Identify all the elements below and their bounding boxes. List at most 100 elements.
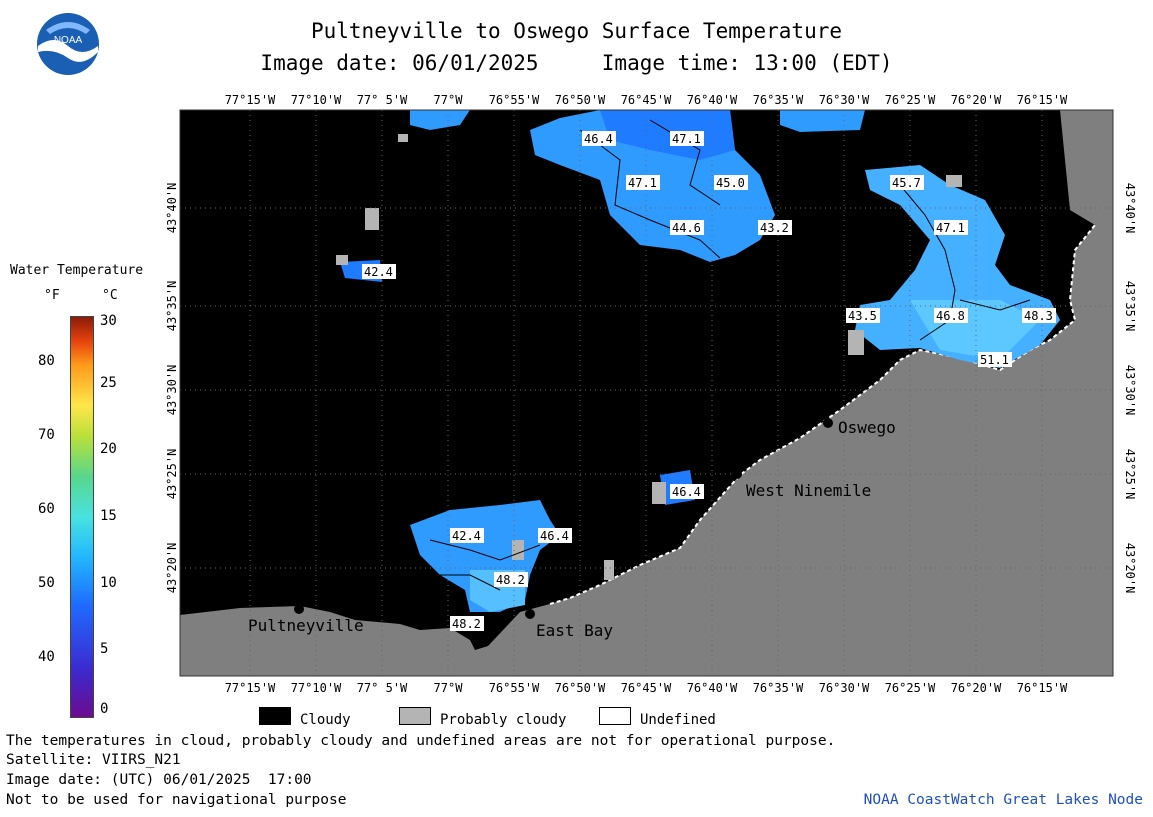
temp-label: 47.1: [936, 221, 965, 235]
svg-text:43°40'N: 43°40'N: [1123, 183, 1137, 234]
svg-text:76°25'W: 76°25'W: [885, 681, 936, 695]
place-label-oswego: Oswego: [838, 418, 896, 437]
svg-text:77°10'W: 77°10'W: [291, 93, 342, 107]
c-tick: 30: [100, 313, 117, 329]
f-tick: 40: [38, 649, 55, 665]
temp-label: 42.4: [452, 529, 481, 543]
temperature-colorbar: [70, 316, 94, 718]
temp-label: 47.1: [672, 132, 701, 146]
svg-text:76°55'W: 76°55'W: [489, 93, 540, 107]
c-tick: 10: [100, 575, 117, 591]
svg-text:77°15'W: 77°15'W: [225, 681, 276, 695]
svg-text:76°40'W: 76°40'W: [687, 681, 738, 695]
coastline: [549, 224, 1096, 605]
c-tick: 15: [100, 508, 117, 524]
probably-cloudy-swatch: [399, 707, 431, 725]
cloudy-swatch: [259, 707, 291, 725]
svg-text:76°30'W: 76°30'W: [819, 93, 870, 107]
svg-text:43°35'N: 43°35'N: [165, 281, 179, 332]
svg-text:43°30'N: 43°30'N: [1123, 365, 1137, 416]
svg-text:43°25'N: 43°25'N: [1123, 449, 1137, 500]
svg-text:77°10'W: 77°10'W: [291, 681, 342, 695]
temp-label: 44.6: [672, 221, 701, 235]
svg-text:43°20'N: 43°20'N: [1123, 543, 1137, 594]
svg-text:77° 5'W: 77° 5'W: [357, 681, 408, 695]
image-date-line: Image date: 06/01/2025 Image time: 13:00…: [260, 51, 893, 75]
temp-patch-north-edge: [600, 110, 735, 160]
footer-disclaimer: The temperatures in cloud, probably clou…: [6, 733, 836, 749]
temp-label: 43.5: [848, 309, 877, 323]
lat-labels-left: 43°40'N 43°35'N 43°30'N 43°25'N 43°20'N: [165, 183, 179, 594]
temperature-labels: 46.4 47.1 47.1 45.0 44.6 43.2 45.7 47.1 …: [362, 131, 1056, 631]
c-tick: 0: [100, 701, 109, 717]
place-label-east-bay: East Bay: [536, 621, 613, 640]
logo-text: NOAA: [54, 35, 83, 46]
temp-patch-ne-small: [780, 110, 865, 132]
temp-label: 48.3: [1024, 309, 1053, 323]
unit-fahrenheit: °F: [44, 288, 60, 303]
f-tick: 60: [38, 501, 55, 517]
temp-patch-nw: [410, 110, 470, 130]
place-label-pultneyville: Pultneyville: [248, 616, 364, 635]
svg-text:76°45'W: 76°45'W: [621, 93, 672, 107]
svg-text:43°25'N: 43°25'N: [165, 449, 179, 500]
town-markers: [294, 418, 833, 619]
temp-label: 46.4: [584, 132, 613, 146]
footer-credit: NOAA CoastWatch Great Lakes Node: [863, 792, 1143, 808]
map-frame: [179, 109, 1114, 677]
temp-label: 45.0: [716, 176, 745, 190]
svg-text:43°35'N: 43°35'N: [1123, 281, 1137, 332]
temp-label: 48.2: [496, 573, 525, 587]
temp-label: 43.2: [760, 221, 789, 235]
footer-utc-date: Image date: (UTC) 06/01/2025 17:00: [6, 772, 312, 788]
svg-text:76°55'W: 76°55'W: [489, 681, 540, 695]
svg-text:76°30'W: 76°30'W: [819, 681, 870, 695]
svg-text:77°W: 77°W: [434, 681, 464, 695]
temp-label: 51.1: [980, 353, 1009, 367]
legend-title: Water Temperature: [10, 263, 144, 278]
probably-cloudy-label: Probably cloudy: [440, 712, 567, 728]
c-tick: 25: [100, 375, 117, 391]
place-label-west-ninemile: West Ninemile: [746, 481, 871, 500]
map-title: Pultneyville to Oswego Surface Temperatu…: [310, 19, 842, 43]
svg-text:76°50'W: 76°50'W: [555, 681, 606, 695]
land-area: [180, 110, 1113, 676]
f-tick: 80: [38, 353, 55, 369]
svg-text:77°15'W: 77°15'W: [225, 93, 276, 107]
footer-satellite: Satellite: VIIRS_N21: [6, 752, 181, 768]
svg-text:76°25'W: 76°25'W: [885, 93, 936, 107]
svg-text:76°40'W: 76°40'W: [687, 93, 738, 107]
svg-text:76°35'W: 76°35'W: [753, 681, 804, 695]
c-tick: 5: [100, 641, 109, 657]
temp-label: 46.4: [672, 485, 701, 499]
svg-text:43°20'N: 43°20'N: [165, 543, 179, 594]
temp-label: 42.4: [364, 265, 393, 279]
unit-celsius: °C: [102, 288, 118, 303]
lat-labels-right: 43°40'N 43°35'N 43°30'N 43°25'N 43°20'N: [1123, 183, 1137, 594]
cloudy-label: Cloudy: [300, 712, 351, 728]
svg-text:43°30'N: 43°30'N: [165, 365, 179, 416]
undefined-swatch: [599, 707, 631, 725]
f-tick: 70: [38, 427, 55, 443]
temp-label: 47.1: [628, 176, 657, 190]
graticule: [180, 110, 1113, 676]
footer-navigation-note: Not to be used for navigational purpose: [6, 792, 347, 808]
undefined-label: Undefined: [640, 712, 716, 728]
svg-text:77°W: 77°W: [434, 93, 464, 107]
temp-label: 46.4: [540, 529, 569, 543]
temp-label: 48.2: [452, 617, 481, 631]
svg-text:76°20'W: 76°20'W: [951, 93, 1002, 107]
f-tick: 50: [38, 575, 55, 591]
svg-text:76°15'W: 76°15'W: [1017, 681, 1068, 695]
lon-labels-top: 77°15'W 77°10'W 77° 5'W 77°W 76°55'W 76°50'…: [225, 93, 1068, 107]
svg-text:76°45'W: 76°45'W: [621, 681, 672, 695]
temp-label: 45.7: [892, 176, 921, 190]
probably-cloudy-patches: [336, 134, 962, 580]
noaa-logo: NOAA: [37, 13, 99, 75]
svg-text:76°15'W: 76°15'W: [1017, 93, 1068, 107]
svg-text:77° 5'W: 77° 5'W: [357, 93, 408, 107]
svg-text:76°20'W: 76°20'W: [951, 681, 1002, 695]
temp-label: 46.8: [936, 309, 965, 323]
c-tick: 20: [100, 441, 117, 457]
